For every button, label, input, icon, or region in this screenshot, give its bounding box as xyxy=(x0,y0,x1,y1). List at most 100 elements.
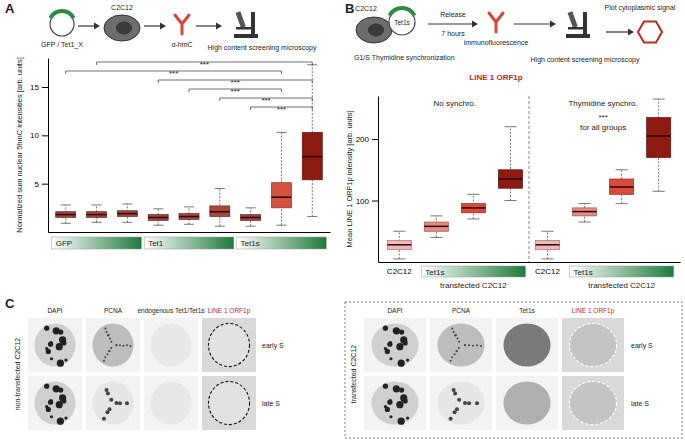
micrograph-panel: DAPIPCNAendogenous Tet1/Tet1sLINE 1 ORF1… xyxy=(14,307,284,430)
column-header: PCNA xyxy=(452,307,471,314)
group-bar xyxy=(144,237,234,249)
microscope xyxy=(566,11,590,38)
arrow xyxy=(428,21,478,28)
replication-focus xyxy=(449,417,453,421)
axis-title: Mean LINE 1 ORF1p intensity [arb. units] xyxy=(345,111,354,248)
box xyxy=(179,214,199,220)
cell xyxy=(356,17,392,43)
y-axis: 51015 xyxy=(30,59,48,233)
whisker-cap xyxy=(92,222,102,223)
panel-frame xyxy=(345,302,682,438)
label: Tet1s xyxy=(394,19,410,26)
nucleus xyxy=(437,381,484,424)
significance-bracket: *** xyxy=(66,69,282,78)
microscope-stage xyxy=(236,27,255,30)
panel-title: No synchro. xyxy=(434,99,477,108)
chromocenter xyxy=(387,342,392,347)
replication-focus xyxy=(452,388,456,392)
side-label: transfected C2C12 xyxy=(350,345,357,403)
tick-label: 15 xyxy=(30,83,39,92)
micrograph xyxy=(562,376,624,430)
chromocenter xyxy=(49,399,52,402)
arrow-head xyxy=(472,21,478,28)
median xyxy=(498,178,522,180)
nucleus-outline xyxy=(208,323,249,366)
chromocenter xyxy=(44,384,49,389)
group-sublabel: transfected C2C12 xyxy=(588,281,655,290)
whisker-cap xyxy=(393,258,405,259)
label: G1/S Thymidine synchronization xyxy=(354,54,455,62)
micrograph xyxy=(496,376,558,430)
replication-focus xyxy=(125,401,129,405)
nucleus xyxy=(34,381,75,424)
group-bar xyxy=(237,237,327,249)
antibody xyxy=(175,15,189,34)
box xyxy=(271,183,291,208)
whisker-cap xyxy=(579,222,591,223)
chromocenter xyxy=(384,405,387,408)
replication-focus xyxy=(107,334,109,336)
median xyxy=(387,244,411,246)
tick-label: C2C12 xyxy=(535,267,560,276)
chromocenter xyxy=(398,360,405,367)
panel-label: A xyxy=(5,1,15,16)
antibody xyxy=(489,13,503,32)
group-label: Tet1s xyxy=(574,268,593,277)
chromocenter xyxy=(64,416,67,419)
replication-focus xyxy=(453,331,455,333)
tick: C2C12 xyxy=(387,267,412,276)
schematic-a: GFP / Tet1_XC2C12α-hmCHigh content scree… xyxy=(41,4,317,52)
micrograph xyxy=(86,318,140,372)
side-label: non-transfected C2C12 xyxy=(14,338,21,410)
chromocenter xyxy=(389,341,392,344)
box xyxy=(210,206,230,217)
chromocenter xyxy=(49,341,52,344)
chromocenter xyxy=(50,415,53,418)
nucleus xyxy=(150,323,191,366)
micrograph-bg xyxy=(364,376,426,430)
replication-focus xyxy=(110,341,112,343)
tick-label: 5 xyxy=(35,180,40,189)
micrograph xyxy=(364,318,426,372)
column-header: DAPI xyxy=(47,307,62,314)
chromocenter xyxy=(399,329,404,334)
plasmid-insert xyxy=(388,6,417,17)
row-label: early S xyxy=(631,342,653,350)
microscope-stage xyxy=(568,27,587,30)
replication-focus xyxy=(104,356,106,358)
significance-bracket: *** xyxy=(251,105,313,114)
microscope-arm xyxy=(583,12,587,36)
replication-focus xyxy=(115,344,117,346)
schematic-b: C2C12Tet1sG1/S Thymidine synchronization… xyxy=(354,4,676,82)
group-bar xyxy=(52,237,142,249)
arrow-head xyxy=(216,23,222,30)
panel-separator xyxy=(529,96,530,262)
nucleus xyxy=(371,381,418,424)
micrograph xyxy=(144,318,198,372)
micrograph-bg xyxy=(562,318,624,372)
micrograph xyxy=(562,318,624,372)
column-header: PCNA xyxy=(104,307,123,314)
nucleus xyxy=(503,323,550,366)
whisker-cap xyxy=(153,208,163,209)
chromocenter xyxy=(403,398,408,403)
micrograph xyxy=(430,376,492,430)
arrow-head xyxy=(94,23,100,30)
arrow-head xyxy=(550,21,556,28)
replication-focus xyxy=(108,334,110,336)
whisker-cap xyxy=(276,132,286,133)
micrograph-bg xyxy=(496,318,558,372)
arrow xyxy=(196,23,222,30)
significance-label: *** xyxy=(169,69,178,78)
replication-focus xyxy=(464,344,466,346)
chromocenter xyxy=(61,398,66,403)
whisker-cap xyxy=(653,191,665,192)
replication-focus xyxy=(456,337,458,339)
box xyxy=(117,211,137,217)
replication-focus xyxy=(455,334,457,336)
tick-mark xyxy=(372,201,378,202)
axis-line xyxy=(48,59,49,233)
microscope xyxy=(234,11,258,38)
cell-nucleus xyxy=(368,24,384,37)
column-header: DAPI xyxy=(387,307,402,314)
